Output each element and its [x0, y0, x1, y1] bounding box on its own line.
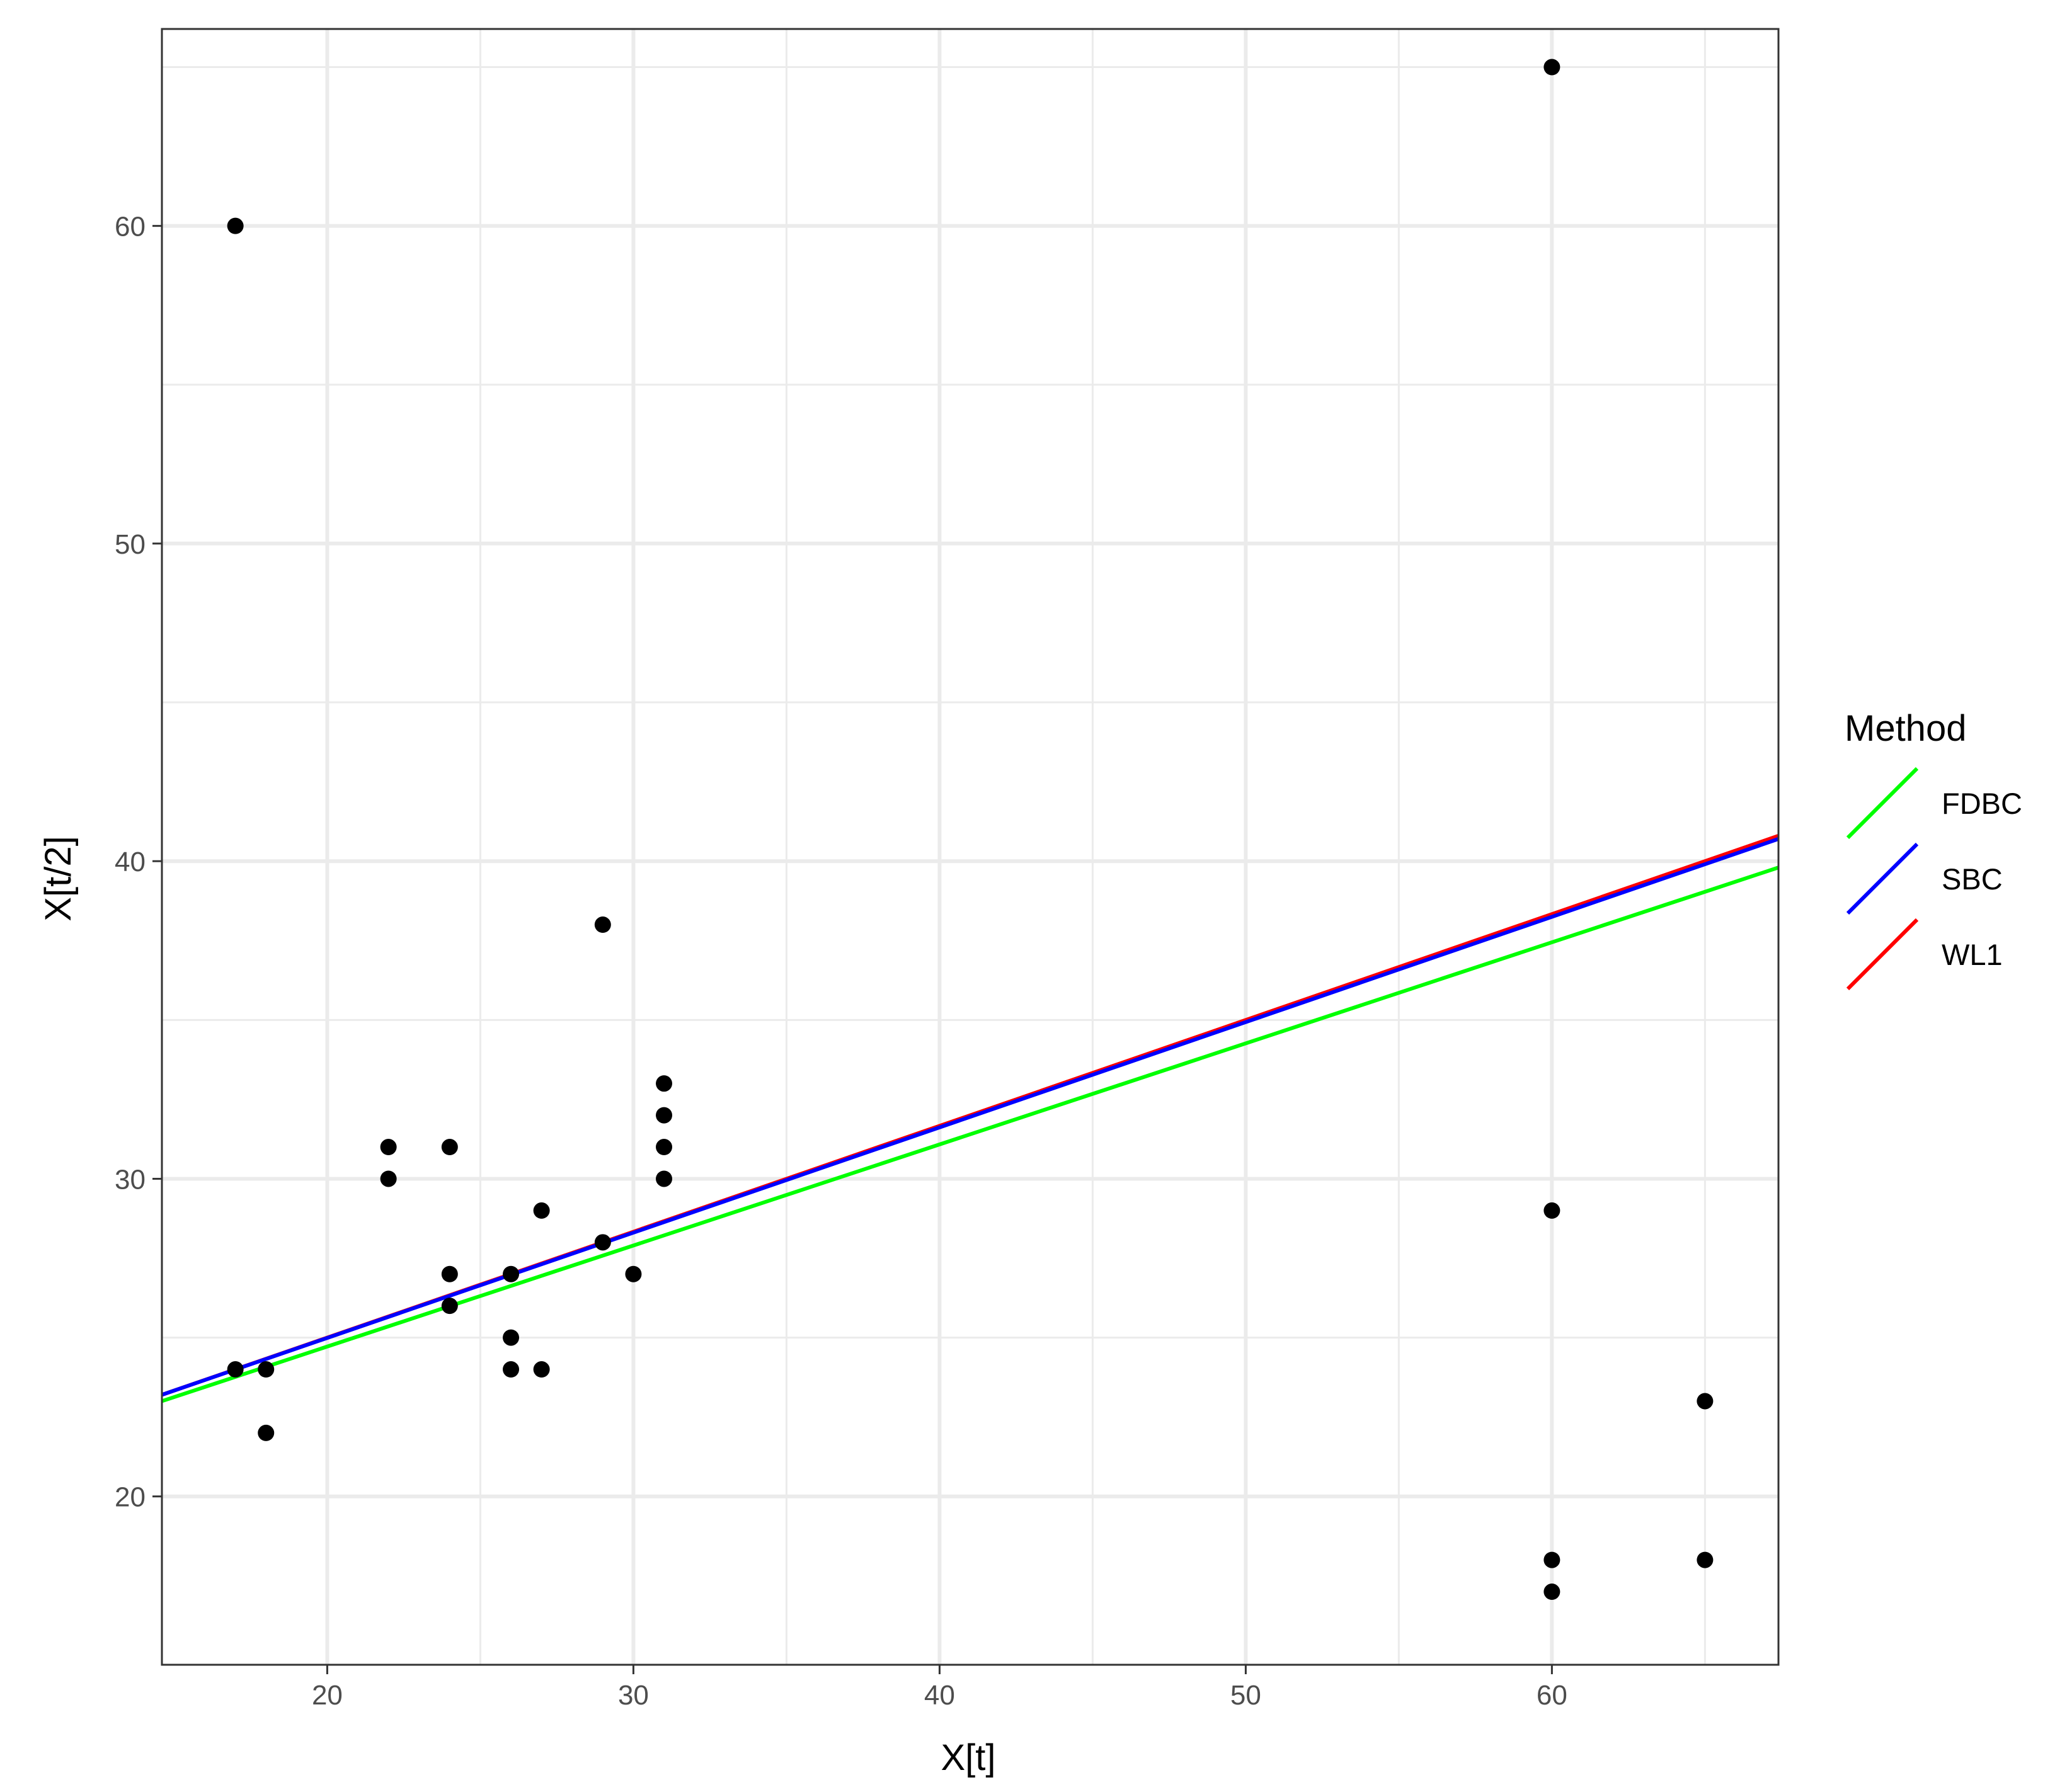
y-tick-label: 20	[115, 1482, 146, 1513]
legend-label-wl1: WL1	[1942, 938, 2003, 971]
data-point	[1543, 1551, 1560, 1568]
data-point	[1697, 1551, 1714, 1568]
data-point	[594, 1234, 611, 1251]
x-axis-title: X[t]	[941, 1737, 995, 1778]
data-point	[533, 1361, 550, 1378]
panel-border	[161, 28, 1780, 1666]
legend-label-sbc: SBC	[1942, 862, 2003, 896]
data-point	[380, 1170, 397, 1187]
legend: Method FDBC SBC WL1	[1845, 708, 2022, 991]
y-tick-label: 50	[115, 529, 146, 560]
legend-label-fdbc: FDBC	[1942, 787, 2022, 820]
data-point	[1543, 59, 1560, 76]
x-axis: 20 30 40 50 60	[312, 1665, 1567, 1711]
x-tick-label: 20	[312, 1680, 343, 1711]
minor-gridlines	[162, 29, 1778, 1665]
fit-line-fdbc	[161, 865, 1779, 1403]
data-point	[441, 1265, 458, 1282]
data-point	[380, 1139, 397, 1156]
y-axis: 20 30 40 50 60	[115, 212, 162, 1513]
data-point	[533, 1202, 550, 1219]
data-point	[625, 1265, 642, 1282]
legend-key-wl1	[1846, 918, 1919, 991]
data-point	[1697, 1393, 1714, 1410]
data-point	[656, 1139, 673, 1156]
legend-items: FDBC SBC WL1	[1846, 767, 2022, 991]
fit-lines	[161, 834, 1779, 1403]
data-point	[503, 1265, 520, 1282]
data-point	[656, 1075, 673, 1092]
legend-key-fdbc	[1846, 767, 1919, 840]
data-point	[1543, 1584, 1560, 1601]
data-point	[441, 1139, 458, 1156]
data-point	[656, 1107, 673, 1124]
data-point	[258, 1424, 275, 1441]
data-point	[1543, 1202, 1560, 1219]
data-point	[656, 1170, 673, 1187]
y-axis-title: X[t/2]	[38, 836, 79, 921]
fit-line-sbc	[161, 837, 1779, 1397]
y-tick-label: 60	[115, 212, 146, 243]
x-tick-label: 30	[618, 1680, 649, 1711]
x-tick-label: 50	[1230, 1680, 1261, 1711]
x-tick-label: 40	[924, 1680, 955, 1711]
data-point	[503, 1361, 520, 1378]
data-point	[227, 217, 244, 234]
major-gridlines	[162, 29, 1778, 1665]
legend-key-sbc	[1846, 842, 1919, 915]
plot-panel	[161, 28, 1780, 1666]
legend-title: Method	[1845, 708, 1966, 749]
y-tick-label: 30	[115, 1164, 146, 1195]
data-points	[227, 59, 1714, 1601]
data-point	[227, 1361, 244, 1378]
panel-background	[162, 29, 1778, 1665]
data-point	[441, 1298, 458, 1315]
data-point	[258, 1361, 275, 1378]
data-point	[594, 916, 611, 933]
y-tick-label: 40	[115, 847, 146, 877]
data-point	[503, 1329, 520, 1346]
x-tick-label: 60	[1537, 1680, 1567, 1711]
